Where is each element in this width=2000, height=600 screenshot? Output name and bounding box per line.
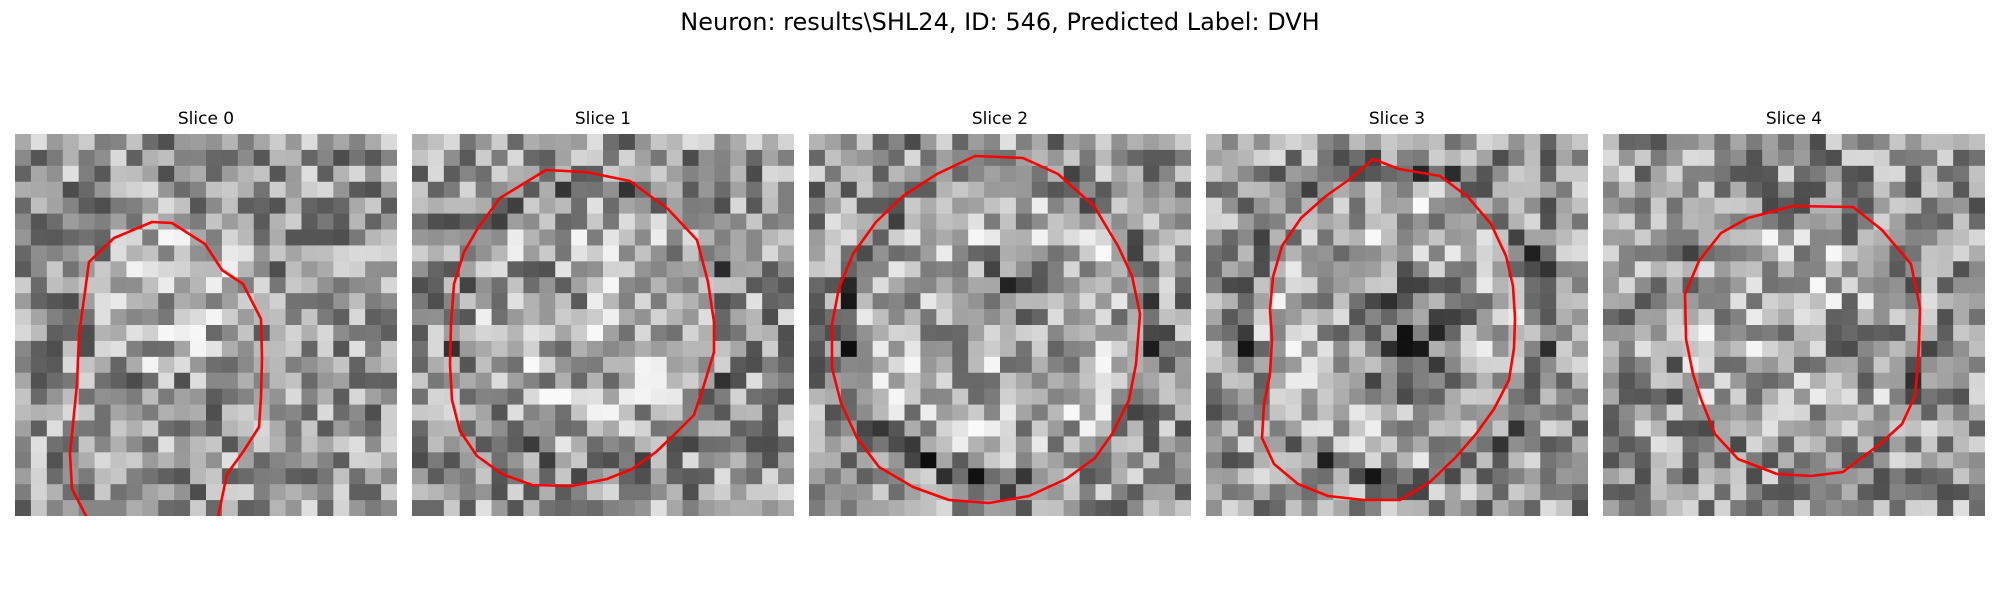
slice-image bbox=[1603, 134, 1985, 516]
grayscale-pixel-grid bbox=[412, 134, 794, 516]
slice-panel-0: Slice 0 bbox=[15, 0, 397, 600]
slice-title: Slice 1 bbox=[574, 109, 632, 129]
segmentation-contour bbox=[1683, 204, 1922, 478]
slice-title: Slice 2 bbox=[971, 109, 1029, 129]
grayscale-pixel-grid bbox=[15, 134, 397, 516]
slice-2-svg bbox=[809, 134, 1191, 516]
slice-0-svg bbox=[15, 134, 397, 516]
slice-image bbox=[809, 134, 1191, 516]
slice-4-svg bbox=[1603, 134, 1985, 516]
slice-image bbox=[15, 134, 397, 516]
segmentation-contour bbox=[830, 154, 1142, 505]
slice-panel-1: Slice 1 bbox=[412, 0, 794, 600]
segmentation-contour bbox=[1260, 157, 1517, 502]
slice-panel-4: Slice 4 bbox=[1603, 0, 1985, 600]
slice-title: Slice 0 bbox=[177, 109, 235, 129]
grayscale-pixel-grid bbox=[809, 134, 1191, 516]
slice-panel-2: Slice 2 bbox=[809, 0, 1191, 600]
slice-image bbox=[1206, 134, 1588, 516]
slice-image bbox=[412, 134, 794, 516]
slice-1-svg bbox=[412, 134, 794, 516]
grayscale-pixel-grid bbox=[1206, 134, 1588, 516]
segmentation-contour bbox=[448, 168, 716, 488]
segmentation-contour bbox=[68, 220, 264, 516]
slice-title: Slice 3 bbox=[1368, 109, 1426, 129]
slice-panel-3: Slice 3 bbox=[1206, 0, 1588, 600]
grayscale-pixel-grid bbox=[1603, 134, 1985, 516]
slice-3-svg bbox=[1206, 134, 1588, 516]
figure-title: Neuron: results\SHL24, ID: 546, Predicte… bbox=[680, 8, 1320, 36]
slice-title: Slice 4 bbox=[1765, 109, 1823, 129]
